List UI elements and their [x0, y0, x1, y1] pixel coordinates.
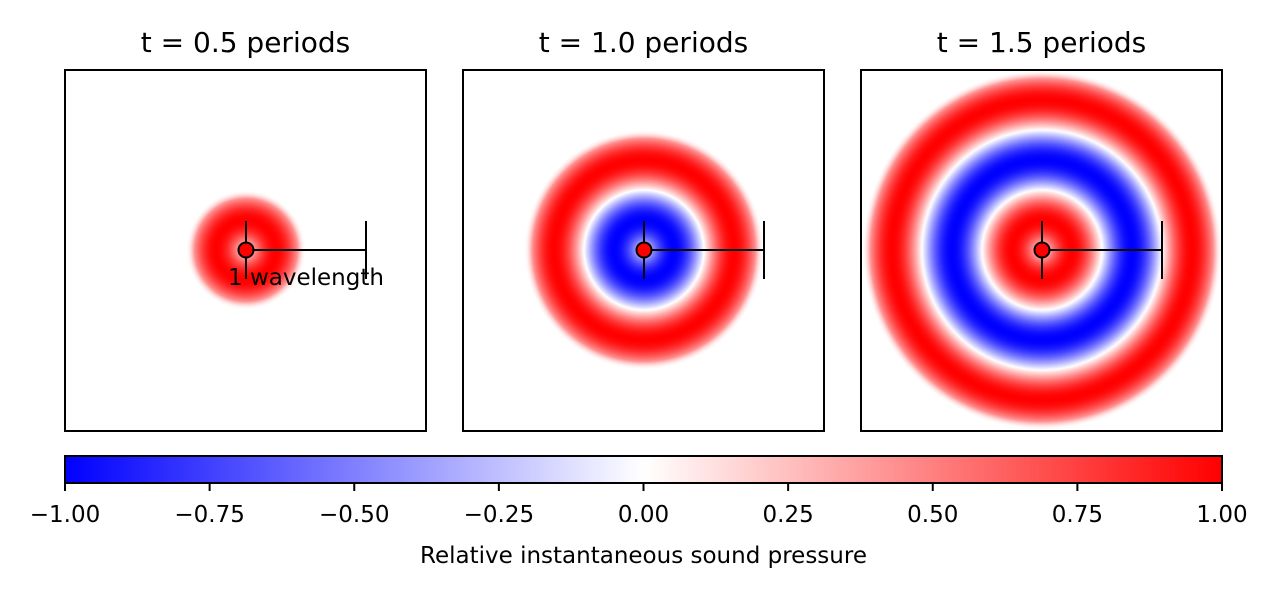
panel-3-source-marker	[1033, 241, 1051, 259]
colorbar-tick-label: −0.50	[319, 502, 389, 528]
panel-1-source-marker	[237, 241, 255, 259]
panel-3-frame	[860, 69, 1223, 432]
colorbar-gradient	[64, 455, 1223, 484]
colorbar-ticks: −1.00 −0.75 −0.50 −0.25 0.00 0.25 0.50 0.75 1.00	[30, 483, 1248, 528]
colorbar: −1.00 −0.75 −0.50 −0.25 0.00 0.25 0.50 0.75 1.00…	[30, 455, 1248, 569]
panel-2-title: t = 1.0 periods	[539, 26, 748, 59]
panel-2-frame	[462, 69, 825, 432]
colorbar-tick-label: −1.00	[30, 502, 100, 528]
panel-2-source-marker	[635, 241, 653, 259]
colorbar-tick-label: −0.75	[174, 502, 244, 528]
colorbar-tick-label: 0.75	[1052, 502, 1103, 528]
panel-1-frame	[64, 69, 427, 432]
panel-1-scale-bar-label: 1 wavelength	[228, 265, 384, 291]
panel-3: t = 1.5 periods	[860, 26, 1223, 432]
colorbar-tick-label: 0.00	[618, 502, 669, 528]
colorbar-tick-label: 0.25	[763, 502, 814, 528]
colorbar-tick-label: 1.00	[1196, 502, 1247, 528]
panel-2: t = 1.0 periods	[462, 26, 825, 432]
colorbar-label: Relative instantaneous sound pressure	[420, 543, 867, 569]
panel-1-title: t = 0.5 periods	[141, 26, 350, 59]
colorbar-tick-label: −0.25	[464, 502, 534, 528]
colorbar-tick-label: 0.50	[907, 502, 958, 528]
panel-3-title: t = 1.5 periods	[937, 26, 1146, 59]
panel-1: t = 0.5 periods 1 wavelength	[64, 26, 427, 432]
